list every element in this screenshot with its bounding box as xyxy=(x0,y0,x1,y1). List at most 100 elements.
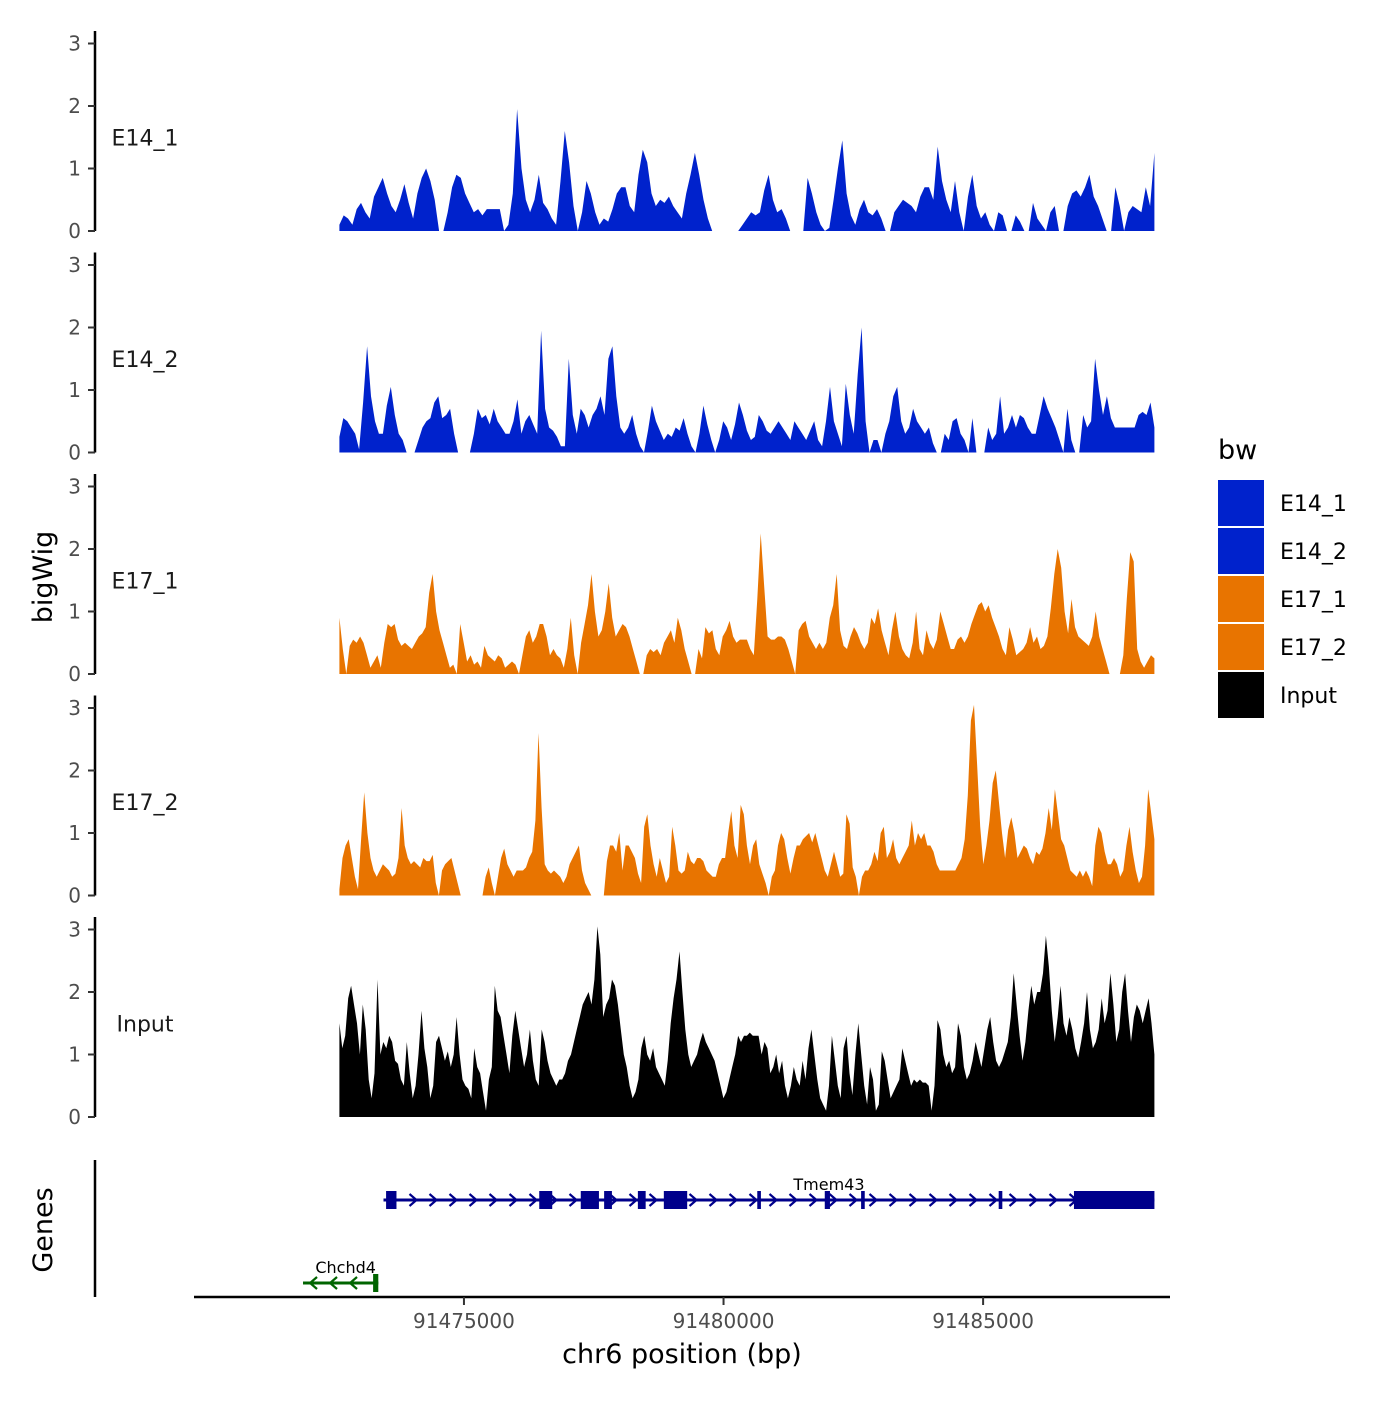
strand-arrow-tmem43 xyxy=(928,1193,939,1207)
y-tick-label-e17-2-2: 2 xyxy=(68,759,81,783)
y-tick-label-e14-1-0: 0 xyxy=(68,219,81,243)
y-tick-label-e14-1-2: 2 xyxy=(68,94,81,118)
strand-arrow-tmem43 xyxy=(1028,1193,1039,1207)
area-e14-2 xyxy=(339,327,1155,453)
strand-arrow-tmem43 xyxy=(888,1193,899,1207)
strand-arrow-tmem43 xyxy=(508,1193,519,1207)
y-tick-label-e17-2-1: 1 xyxy=(68,821,81,845)
strand-arrow-tmem43 xyxy=(468,1193,479,1207)
strand-arrow-tmem43 xyxy=(568,1193,579,1207)
legend-title: bw xyxy=(1218,435,1257,466)
legend-swatch-input xyxy=(1218,672,1264,718)
strand-arrow-tmem43 xyxy=(708,1193,719,1207)
exon-tmem43-10 xyxy=(998,1191,1003,1209)
legend-swatch-e14-2 xyxy=(1218,528,1264,574)
exon-tmem43-7 xyxy=(757,1191,761,1209)
y-axis-title: bigWig xyxy=(28,531,59,624)
y-tick-label-e17-1-3: 3 xyxy=(68,475,81,499)
y-tick-label-e17-1-1: 1 xyxy=(68,600,81,624)
strand-arrow-tmem43 xyxy=(808,1193,819,1207)
strand-arrow-tmem43 xyxy=(488,1193,499,1207)
legend-label-e17-1: E17_1 xyxy=(1280,588,1347,613)
y-tick-label-e14-1-1: 1 xyxy=(68,157,81,181)
strand-arrow-tmem43 xyxy=(1048,1193,1059,1207)
strand-arrow-tmem43 xyxy=(408,1193,419,1207)
exon-tmem43-3 xyxy=(580,1191,599,1209)
exon-tmem43-2 xyxy=(539,1191,553,1209)
track-label-e17-1: E17_1 xyxy=(112,569,179,594)
track-input: 0 1 2 3 Input xyxy=(68,917,1155,1129)
legend-label-e14-1: E14_1 xyxy=(1280,492,1347,517)
strand-arrow-tmem43 xyxy=(948,1193,959,1207)
gene-panel-title: Genes xyxy=(28,1187,59,1272)
y-tick-label-e14-2-3: 3 xyxy=(68,253,81,277)
x-tick-label-91475000: 91475000 xyxy=(413,1309,515,1333)
exon-tmem43-11 xyxy=(1073,1191,1155,1209)
legend-swatch-e17-1 xyxy=(1218,576,1264,622)
track-label-e17-2: E17_2 xyxy=(112,791,179,816)
gene-tmem43: Tmem43 xyxy=(383,1175,1155,1209)
area-e14-1 xyxy=(339,109,1155,231)
exon-tmem43-8 xyxy=(824,1191,830,1209)
exon-tmem43-9 xyxy=(861,1191,865,1209)
tracks: 0 1 2 3 E14_1 0 1 2 3 E14_2 0 1 2 3 E17_1 0 1 2 3 E17_2 0 1 2 3… xyxy=(68,31,1155,1129)
track-label-input: Input xyxy=(117,1012,174,1037)
strand-arrow-tmem43 xyxy=(528,1193,539,1207)
gene-panel: Tmem43 Chchd4 xyxy=(93,1160,1155,1297)
track-label-e14-1: E14_1 xyxy=(112,126,179,151)
strand-arrow-tmem43 xyxy=(968,1193,979,1207)
area-input xyxy=(339,926,1155,1117)
legend-label-input: Input xyxy=(1280,684,1337,709)
exon-tmem43-5 xyxy=(637,1191,646,1209)
gene-chchd4: Chchd4 xyxy=(303,1258,379,1292)
y-tick-label-input-0: 0 xyxy=(68,1105,81,1129)
y-tick-label-e17-2-0: 0 xyxy=(68,884,81,908)
gene-label-tmem43: Tmem43 xyxy=(792,1175,864,1194)
track-e14-1: 0 1 2 3 E14_1 xyxy=(68,31,1155,243)
strand-arrow-tmem43 xyxy=(768,1193,779,1207)
legend-swatch-e14-1 xyxy=(1218,480,1264,526)
area-e17-1 xyxy=(339,533,1155,674)
legend-label-e14-2: E14_2 xyxy=(1280,540,1347,565)
strand-arrow-tmem43 xyxy=(988,1193,999,1207)
legend: bw E14_1 E14_2 E17_1 E17_2 Input xyxy=(1218,435,1347,718)
x-axis-title: chr6 position (bp) xyxy=(562,1339,802,1370)
strand-arrow-tmem43 xyxy=(748,1193,759,1207)
legend-swatch-e17-2 xyxy=(1218,624,1264,670)
y-tick-label-input-1: 1 xyxy=(68,1043,81,1067)
exon-chchd4-1 xyxy=(373,1274,379,1292)
y-tick-label-e14-2-0: 0 xyxy=(68,441,81,465)
strand-arrow-chchd4 xyxy=(308,1276,318,1290)
strand-arrow-tmem43 xyxy=(428,1193,439,1207)
y-tick-label-e14-2-1: 1 xyxy=(68,378,81,402)
strand-arrow-tmem43 xyxy=(648,1193,659,1207)
strand-arrow-tmem43 xyxy=(788,1193,799,1207)
strand-arrow-chchd4 xyxy=(328,1276,338,1290)
strand-arrow-tmem43 xyxy=(908,1193,919,1207)
strand-arrow-tmem43 xyxy=(728,1193,739,1207)
exon-tmem43-6 xyxy=(663,1191,688,1209)
y-tick-label-e14-1-3: 3 xyxy=(68,32,81,56)
y-tick-label-input-3: 3 xyxy=(68,918,81,942)
area-e17-2 xyxy=(339,704,1155,896)
exon-tmem43-4 xyxy=(604,1191,612,1209)
x-tick-label-91485000: 91485000 xyxy=(932,1309,1034,1333)
gene-label-chchd4: Chchd4 xyxy=(315,1258,376,1277)
track-label-e14-2: E14_2 xyxy=(112,348,179,373)
strand-arrow-tmem43 xyxy=(1008,1193,1019,1207)
strand-arrow-tmem43 xyxy=(848,1193,859,1207)
y-tick-label-e17-1-2: 2 xyxy=(68,537,81,561)
x-tick-label-91480000: 91480000 xyxy=(673,1309,775,1333)
strand-arrow-tmem43 xyxy=(828,1193,839,1207)
exon-tmem43-1 xyxy=(386,1191,397,1209)
y-tick-label-e17-2-3: 3 xyxy=(68,696,81,720)
y-tick-label-e14-2-2: 2 xyxy=(68,316,81,340)
track-e17-2: 0 1 2 3 E17_2 xyxy=(68,695,1155,908)
strand-arrow-tmem43 xyxy=(628,1193,639,1207)
legend-label-e17-2: E17_2 xyxy=(1280,636,1347,661)
track-e17-1: 0 1 2 3 E17_1 xyxy=(68,474,1155,686)
x-axis: 91475000 91480000 91485000 xyxy=(194,1295,1170,1333)
y-tick-label-e17-1-0: 0 xyxy=(68,662,81,686)
